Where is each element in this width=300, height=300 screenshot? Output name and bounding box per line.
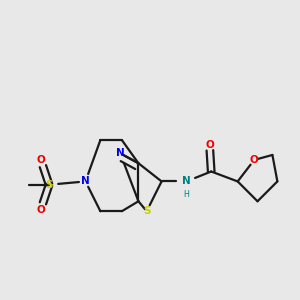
Text: N: N [81,176,90,186]
Text: S: S [143,206,150,216]
Text: H: H [184,190,189,199]
Text: S: S [45,180,53,190]
Text: O: O [205,140,214,150]
Text: O: O [36,155,45,165]
Text: N: N [116,148,124,158]
Text: N: N [182,176,191,186]
Text: O: O [36,205,45,214]
Text: O: O [250,155,259,165]
